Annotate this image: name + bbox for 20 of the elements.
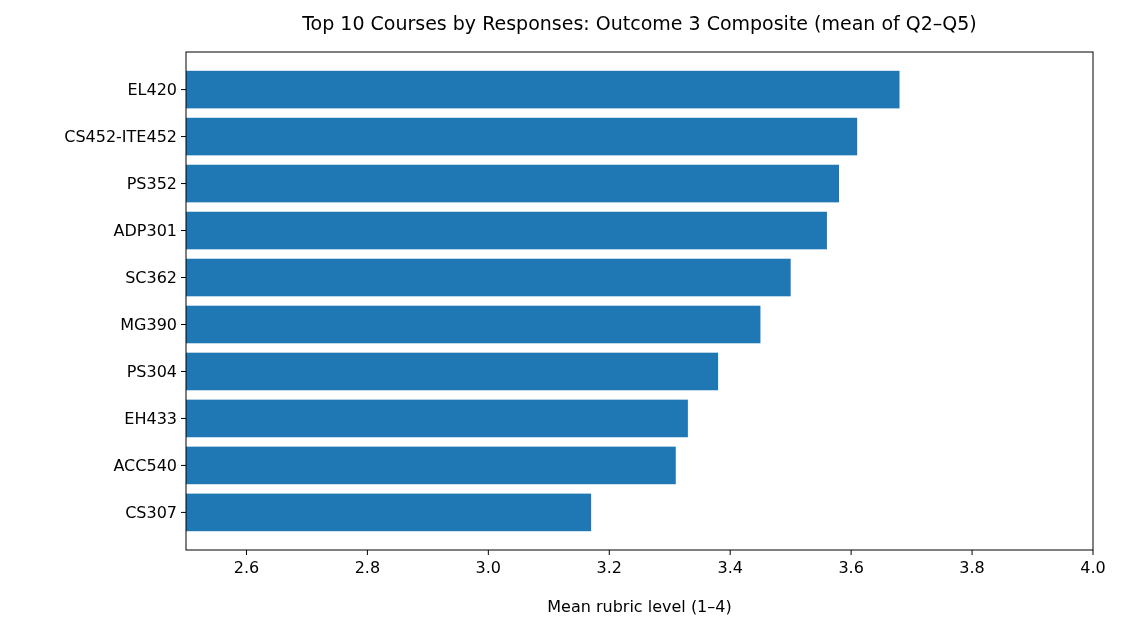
x-tick-label: 3.8	[959, 558, 985, 577]
y-tick-label: SC362	[125, 268, 177, 288]
y-tick-label: PS352	[126, 174, 177, 194]
y-tick-label: EL420	[127, 80, 177, 100]
x-tick-label: 3.0	[475, 558, 502, 577]
x-tick-label: 3.4	[717, 558, 743, 577]
y-tick-label: CS452-ITE452	[64, 127, 177, 147]
y-tick-label: ADP301	[113, 221, 177, 241]
y-tick-label: CS307	[125, 503, 177, 523]
x-axis-title: Mean rubric level (1–4)	[547, 597, 732, 616]
y-tick-label: EH433	[124, 409, 177, 429]
x-tick-label: 2.6	[233, 558, 260, 577]
y-tick-label: PS304	[126, 362, 177, 382]
y-tick-label: ACC540	[113, 456, 177, 476]
x-tick-label: 2.8	[354, 558, 381, 577]
x-tick-label: 4.0	[1080, 558, 1106, 577]
x-tick-label: 3.6	[838, 558, 864, 577]
x-tick-label: 3.2	[596, 558, 622, 577]
y-tick-label: MG390	[120, 315, 177, 335]
chart-title: Top 10 Courses by Responses: Outcome 3 Composite (mean of Q2–Q5)	[301, 12, 977, 34]
